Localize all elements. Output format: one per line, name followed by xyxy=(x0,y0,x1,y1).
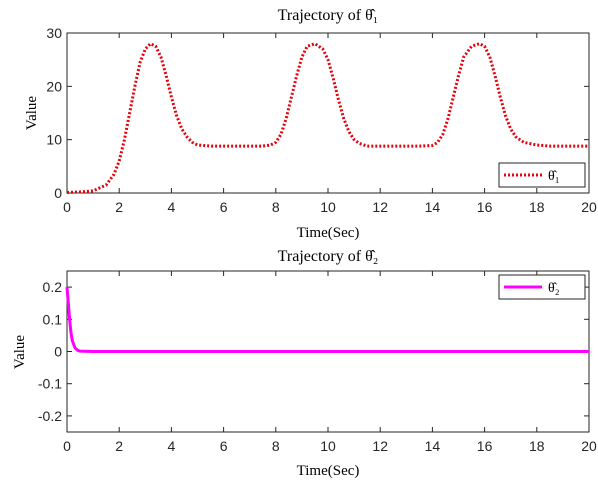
top-plot-title: Trajectory of θ̂₁ xyxy=(278,7,379,24)
top-plot-series xyxy=(66,42,589,194)
bottom-y-tick-label: -0.1 xyxy=(38,376,62,392)
bottom-x-tick-label: 2 xyxy=(115,438,123,454)
bottom-x-tick-label: 8 xyxy=(272,438,280,454)
bottom-plot-x-ticks: 0 2 4 6 8 10 12 14 16 18 20 xyxy=(63,271,597,454)
bottom-y-tick-label: 0.2 xyxy=(43,279,63,295)
top-x-tick-label: 2 xyxy=(115,199,123,215)
bottom-plot-x-label: Time(Sec) xyxy=(297,463,360,479)
bottom-x-tick-label: 10 xyxy=(320,438,336,454)
top-y-tick-label: 10 xyxy=(46,132,62,148)
top-x-tick-label: 12 xyxy=(372,199,388,215)
bottom-x-tick-label: 6 xyxy=(220,438,228,454)
bottom-y-tick-label: 0 xyxy=(54,344,62,360)
bottom-x-tick-label: 18 xyxy=(529,438,545,454)
bottom-plot-series xyxy=(65,286,589,353)
bottom-y-tick-label: -0.2 xyxy=(38,408,62,424)
bottom-x-tick-label: 12 xyxy=(372,438,388,454)
top-plot-legend: θ̂₁ xyxy=(498,162,586,188)
top-y-tick-label: 0 xyxy=(54,185,62,201)
top-x-tick-label: 4 xyxy=(168,199,176,215)
bottom-plot-legend: θ̂₂ xyxy=(498,274,586,300)
bottom-plot: Trajectory of θ̂₂ 0 2 4 6 8 10 12 14 16 18 20 -0.2… xyxy=(12,248,597,479)
top-y-tick-label: 20 xyxy=(46,78,62,94)
top-y-tick-label: 30 xyxy=(46,25,62,41)
bottom-x-tick-label: 20 xyxy=(581,438,597,454)
bottom-legend-label: θ̂₂ xyxy=(548,281,560,296)
bottom-plot-title: Trajectory of θ̂₂ xyxy=(278,248,379,265)
top-series-line xyxy=(66,42,589,194)
bottom-x-tick-label: 0 xyxy=(63,438,71,454)
top-x-tick-label: 8 xyxy=(272,199,280,215)
top-plot-x-label: Time(Sec) xyxy=(297,225,360,241)
top-x-tick-label: 20 xyxy=(581,199,597,215)
top-x-tick-label: 6 xyxy=(220,199,228,215)
bottom-x-tick-label: 14 xyxy=(425,438,441,454)
bottom-y-tick-label: 0.1 xyxy=(43,311,63,327)
top-x-tick-label: 0 xyxy=(63,199,71,215)
top-x-tick-label: 16 xyxy=(477,199,493,215)
top-plot-x-ticks: 0 2 4 6 8 10 12 14 16 18 20 xyxy=(63,33,597,215)
bottom-x-tick-label: 4 xyxy=(168,438,176,454)
top-x-tick-label: 18 xyxy=(529,199,545,215)
bottom-x-tick-label: 16 xyxy=(477,438,493,454)
top-plot: Trajectory of θ̂₁ 0 2 4 6 8 10 12 14 16 18 20 0 10 2… xyxy=(24,7,597,241)
top-x-tick-label: 14 xyxy=(425,199,441,215)
top-legend-label: θ̂₁ xyxy=(548,169,560,184)
bottom-series-line xyxy=(65,286,589,353)
bottom-plot-y-ticks: -0.2 -0.1 0 0.1 0.2 xyxy=(38,279,589,424)
top-plot-y-label: Value xyxy=(24,96,40,130)
bottom-plot-y-label: Value xyxy=(12,335,28,369)
top-x-tick-label: 10 xyxy=(320,199,336,215)
